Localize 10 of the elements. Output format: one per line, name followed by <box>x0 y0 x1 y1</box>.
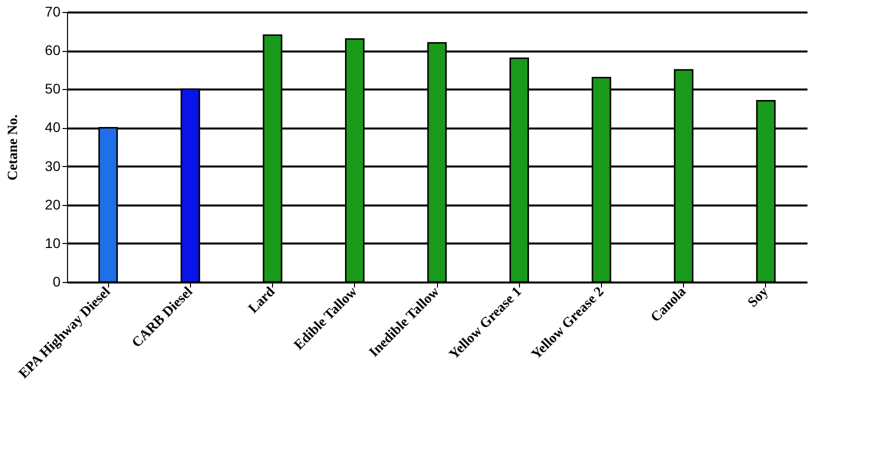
y-tick-label: 60 <box>44 42 61 58</box>
x-tick-label: Soy <box>746 284 772 311</box>
y-tick-label: 20 <box>44 196 61 212</box>
y-tick-label: 50 <box>44 80 61 97</box>
y-tick-label: 0 <box>52 274 61 290</box>
y-tick-label: 70 <box>44 4 61 20</box>
y-tick-label: 40 <box>44 119 61 136</box>
y-tick-label: 30 <box>44 158 61 174</box>
y-tick-label: 10 <box>44 234 61 251</box>
y-axis-title: Cetane No. <box>6 114 21 181</box>
